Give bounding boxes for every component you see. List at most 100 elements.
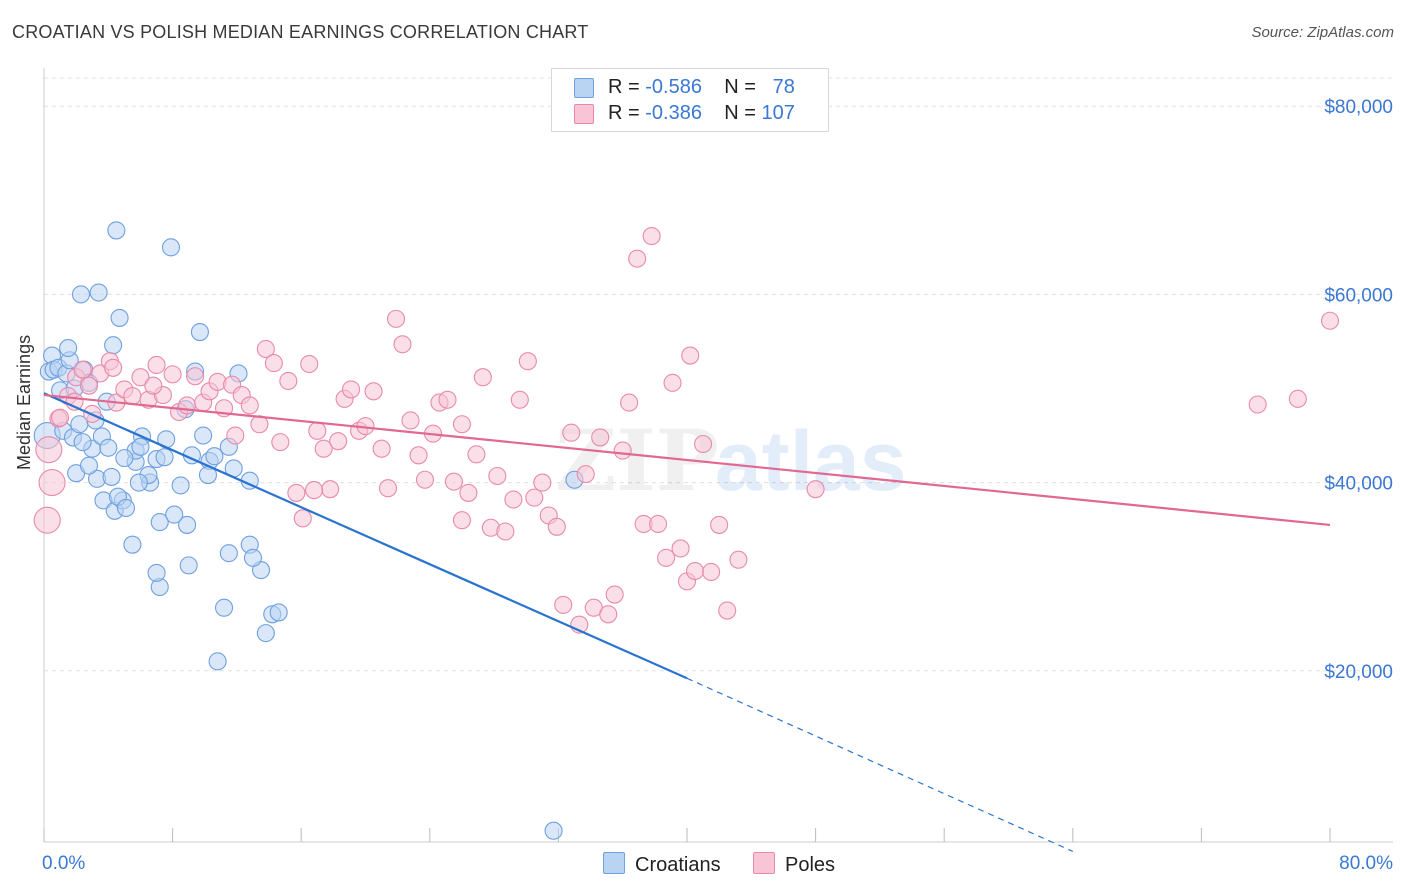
poles-point [467,445,486,464]
croatians-point [178,515,197,534]
croatians-trend-extension [686,677,1074,852]
poles-point [33,506,61,534]
tick-labels: $20,000 $40,000 $60,000 $80,000 0.0% 80.0% [42,97,1393,874]
poles-point [649,514,668,534]
croatians-point [205,447,224,466]
croatians-point [190,322,209,342]
poles-point [533,473,552,492]
poles-point [525,488,544,507]
croatians-point [116,498,136,518]
croatians-point [99,438,118,457]
poles-point [279,371,298,391]
poles-point [147,355,166,375]
croatians-legend-swatch [603,852,625,874]
croatians-point [179,556,198,575]
poles-point [393,335,412,354]
poles-point [613,441,632,460]
poles-point [473,368,492,387]
croatians-point [79,456,99,475]
poles-point [38,469,66,497]
croatians-point [115,449,134,468]
croatians-point [110,308,129,327]
croatians-point [123,535,142,554]
stats-legend: R = -0.586 N = 78 R = -0.386 N = 107 [551,68,829,132]
croatians-point [214,598,234,617]
legend-item-croatians: Croatians [603,852,721,878]
croatians-point [59,338,78,358]
croatians-point [171,476,190,495]
poles-point [123,386,142,406]
croatians-point [73,433,92,452]
poles-point [364,382,383,401]
poles-point [554,595,573,614]
croatians-point [104,336,123,355]
source-label: Source: ZipAtlas.com [1251,24,1394,41]
poles-point [620,393,639,412]
poles-point [488,466,507,486]
poles-point [305,481,324,500]
croatians-point [243,548,263,567]
data-points [33,221,1340,840]
poles-point [51,408,70,427]
poles-point [256,339,275,359]
poles-point [694,434,713,454]
legend-r-label: R = [608,102,646,124]
x-tick-label-min: 0.0% [42,853,85,874]
poles-swatch [574,104,594,124]
poles-point [806,480,825,499]
poles-point [663,373,682,392]
poles-point [287,483,306,502]
croatians-point [71,285,91,304]
legend-r-label: R = [608,76,646,98]
poles-point [240,396,259,415]
poles-point [409,446,428,465]
watermark: ZIP atlas [555,411,906,510]
y-tick-label: $20,000 [1324,662,1393,683]
legend-n-label: N = [724,76,762,98]
poles-point [591,428,610,447]
poles-point [314,439,333,458]
poles-point [599,605,618,624]
poles-point [321,480,340,499]
croatians-trend-line [43,392,688,680]
croatians-point [256,624,275,643]
chart-title: CROATIAN VS POLISH MEDIAN EARNINGS CORRE… [12,22,589,42]
poles-point [452,511,472,530]
croatians-swatch [574,78,594,98]
croatians-point [89,283,108,302]
legend-item-poles: Poles [753,852,835,878]
poles-point [104,358,123,377]
croatians-point [155,448,174,467]
poles-point [504,490,523,509]
y-tick-label: $80,000 [1324,97,1393,118]
poles-point [415,470,435,489]
croatians-point [544,821,563,840]
poles-point [163,365,182,384]
poles-point [79,376,99,395]
poles-point [271,433,290,452]
poles-point [226,426,245,445]
poles-legend-label: Poles [785,854,836,876]
poles-point [510,390,529,409]
poles-point [681,346,700,365]
poles-point [264,354,283,373]
poles-point [518,352,537,371]
x-tick-label-max: 80.0% [1339,853,1393,874]
poles-point [718,601,737,620]
poles-point [35,436,63,464]
poles-point [657,548,676,567]
legend-n-label: N = [724,102,762,124]
poles-point [1288,389,1307,408]
croatians-point [161,238,181,257]
y-tick-label: $40,000 [1324,474,1393,495]
poles-point [386,309,406,328]
croatians-point [102,467,121,486]
croatians-point [219,544,238,563]
poles-trend-line [43,393,1331,527]
croatians-point [129,473,148,492]
poles-point [341,380,361,399]
poles-point [178,396,197,415]
poles-point [401,411,420,430]
poles-point [73,360,92,379]
poles-point [562,423,581,442]
